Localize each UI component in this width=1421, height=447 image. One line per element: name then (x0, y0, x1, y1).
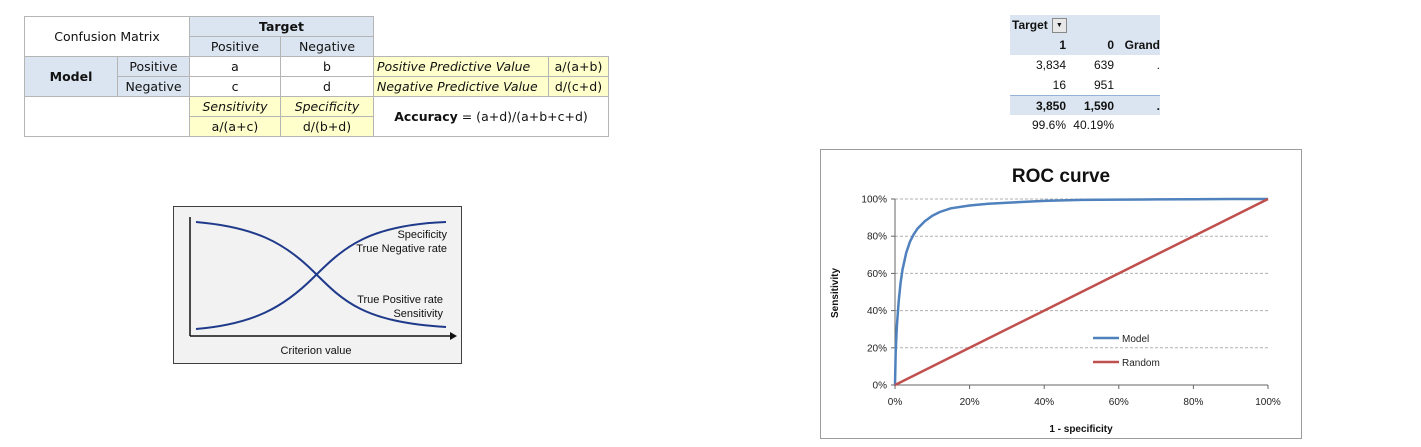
chart-title: ROC curve (1012, 166, 1110, 187)
target-header: Target (189, 16, 374, 37)
pivot-total-row: 3,850 1,590 . (1010, 95, 1160, 115)
cell-d: d (280, 76, 374, 97)
accuracy-label: Accuracy (394, 109, 458, 124)
npv-label: Negative Predictive Value (373, 76, 549, 97)
pivot-cell: 639 (1093, 58, 1114, 72)
y-tick-label: 60% (867, 269, 887, 280)
accuracy-formula: = (a+d)/(a+b+c+d) (457, 109, 588, 124)
sensitivity-curve (195, 221, 447, 330)
pivot-col-0: 0 (1107, 38, 1114, 52)
pivot-cell: . (1156, 98, 1160, 113)
pivot-cell: 951 (1093, 78, 1114, 92)
pivot-col-1: 1 (1059, 38, 1066, 52)
x-axis-label: 1 - specificity (1049, 424, 1113, 435)
pivot-row: 16 951 (1010, 75, 1160, 95)
x-tick-label: 80% (1183, 397, 1203, 408)
cell-c: c (189, 76, 281, 97)
cell-a: a (189, 56, 281, 77)
target-negative-header: Negative (280, 36, 374, 57)
pivot-row: 99.6% 40.19% (1010, 115, 1160, 135)
pivot-cell: 3,850 (1035, 98, 1066, 113)
sensitivity-formula: a/(a+c) (189, 116, 281, 137)
filter-dropdown-icon[interactable]: ▼ (1051, 17, 1067, 33)
series-line-model (893, 197, 1268, 386)
empty-cell (24, 96, 190, 137)
specificity-text: Specificity (397, 229, 447, 241)
pivot-cell: 40.19% (1073, 118, 1114, 132)
pivot-column-header-row: 1 0 Grand (1010, 35, 1160, 55)
y-axis-label: Sensitivity (830, 268, 841, 318)
model-positive-header: Positive (117, 56, 190, 77)
y-tick-label: 40% (867, 306, 887, 317)
x-tick-label: 0% (888, 397, 903, 408)
pivot-cell: 99.6% (1031, 118, 1066, 132)
sensitivity-label: Sensitivity (189, 96, 281, 117)
roc-chart: ROC curve Sensitivity 1 - specificity 0%… (820, 149, 1302, 439)
pivot-cell: 3,834 (1035, 58, 1066, 72)
target-positive-header: Positive (189, 36, 281, 57)
specificity-label: Specificity (280, 96, 374, 117)
true-negative-rate-text: True Negative rate (356, 243, 447, 255)
x-tick-label: 100% (1255, 397, 1281, 408)
npv-formula: d/(c+d) (548, 76, 609, 97)
series-line-random (894, 197, 1269, 387)
pivot-table: Target ▼ 1 0 Grand 3,834 639 . 16 951 3,… (1010, 15, 1160, 135)
y-tick-label: 100% (861, 195, 887, 206)
model-header: Model (24, 56, 118, 97)
cell-b: b (280, 56, 374, 77)
y-tick-label: 0% (873, 381, 888, 392)
legend-label-model: Model (1122, 334, 1149, 345)
x-axis-arrow (450, 332, 457, 340)
x-tick-label: 60% (1109, 397, 1129, 408)
x-tick-label: 20% (960, 397, 980, 408)
pivot-cell: 1,590 (1083, 98, 1114, 113)
accuracy-cell: Accuracy = (a+d)/(a+b+c+d) (373, 96, 609, 137)
y-tick-label: 80% (867, 232, 887, 243)
ppv-label: Positive Predictive Value (373, 56, 549, 77)
specificity-curve (195, 221, 447, 328)
empty-cell (373, 16, 609, 57)
criterion-value-label: Criterion value (281, 345, 352, 357)
specificity-formula: d/(b+d) (280, 116, 374, 137)
x-tick-label: 40% (1034, 397, 1054, 408)
matrix-title: Confusion Matrix (24, 16, 190, 57)
ppv-formula: a/(a+b) (548, 56, 609, 77)
true-positive-rate-text: True Positive rate (357, 294, 443, 306)
pivot-cell: 16 (1052, 78, 1066, 92)
y-tick-label: 20% (867, 343, 887, 354)
pivot-col-grand: Grand (1124, 38, 1160, 52)
sensitivity-specificity-diagram: Specificity True Negative rate True Posi… (173, 206, 462, 364)
pivot-header-row: Target ▼ (1010, 15, 1160, 35)
pivot-row: 3,834 639 . (1010, 55, 1160, 75)
sensitivity-text: Sensitivity (393, 308, 443, 320)
confusion-matrix-table: Confusion Matrix Target Positive Negativ… (24, 16, 609, 137)
pivot-target-label: Target (1012, 18, 1048, 32)
model-negative-header: Negative (117, 76, 190, 97)
legend-label-random: Random (1122, 358, 1160, 369)
pivot-cell: . (1156, 58, 1160, 72)
